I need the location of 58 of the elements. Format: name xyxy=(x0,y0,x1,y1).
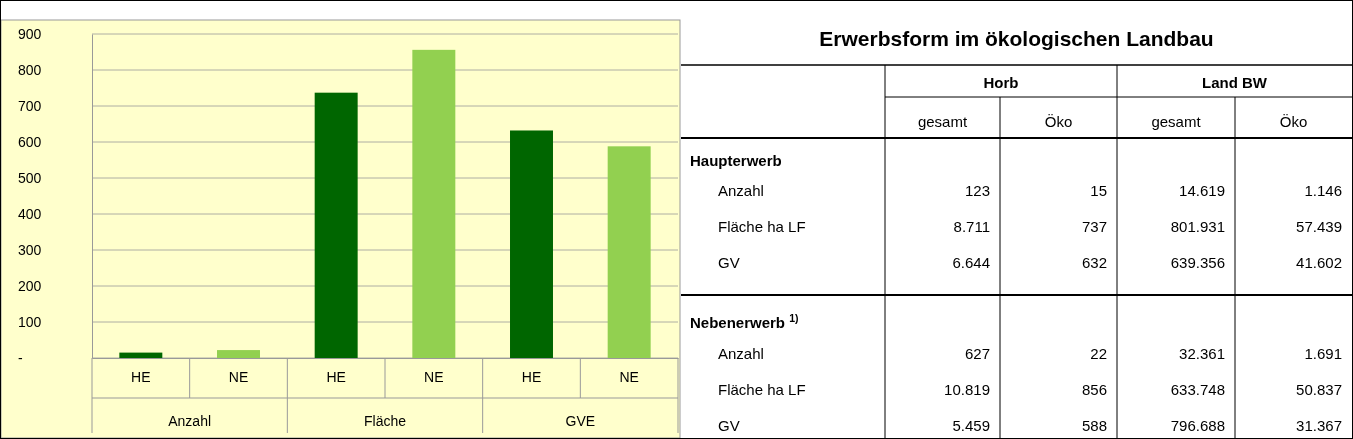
text: 856 xyxy=(1081,381,1107,398)
y-tick-label: 600 xyxy=(18,133,42,150)
text: 5.459 xyxy=(952,417,990,434)
text: 639.356 xyxy=(1170,254,1225,271)
text: 588 xyxy=(1081,417,1107,434)
y-tick-label: 800 xyxy=(18,61,42,78)
text: Anzahl xyxy=(718,182,764,199)
x-tick-label: NE xyxy=(228,368,249,385)
text: 50.837 xyxy=(1296,381,1342,398)
text: 8.711 xyxy=(953,218,990,235)
y-tick-label: 700 xyxy=(18,97,42,114)
text: Nebenerwerb $^{1)}$ xyxy=(690,312,799,331)
text: 801.931 xyxy=(1170,218,1225,235)
text: Haupterwerb xyxy=(690,152,782,169)
text: Fläche ha LF xyxy=(718,218,806,235)
text: 796.688 xyxy=(1170,417,1225,434)
text: 22 xyxy=(1090,345,1107,362)
y-tick-label: 200 xyxy=(18,277,42,294)
text: 6.644 xyxy=(952,254,990,271)
text: Horb xyxy=(983,74,1019,91)
text: GVE xyxy=(565,413,596,429)
text: Fläche ha LF xyxy=(718,381,806,398)
text: 31.367 xyxy=(1296,417,1342,434)
text: 1.691 xyxy=(1304,345,1342,362)
text: 627 xyxy=(964,345,990,362)
text: Erwerbsform im ökologischen Landbau xyxy=(819,27,1214,50)
y-tick-label: 900 xyxy=(18,25,42,42)
text: Fläche xyxy=(363,413,407,429)
x-tick-label: NE xyxy=(619,368,639,385)
y-tick-label: 100 xyxy=(18,313,42,330)
text: 10.819 xyxy=(944,381,990,398)
text: gesamt xyxy=(917,113,968,130)
text: GV xyxy=(718,254,740,271)
x-tick-label: HE xyxy=(326,368,346,385)
text: Öko xyxy=(1279,113,1308,130)
text: 123 xyxy=(964,182,990,199)
x-tick-label: HE xyxy=(521,368,542,385)
text: 41.602 xyxy=(1296,254,1342,271)
text: GV xyxy=(718,417,740,434)
y-tick-label: 400 xyxy=(18,205,42,222)
x-tick-label: NE xyxy=(424,368,444,385)
y-tick-label: 500 xyxy=(18,169,42,186)
text: 632 xyxy=(1081,254,1107,271)
y-tick-label: - xyxy=(18,349,23,366)
text: Öko xyxy=(1044,113,1073,130)
text: Land BW xyxy=(1202,74,1268,91)
text: Anzahl xyxy=(718,345,764,362)
x-tick-label: HE xyxy=(131,368,151,385)
y-tick-label: 300 xyxy=(18,241,42,258)
text: gesamt xyxy=(1151,113,1202,130)
text: 15 xyxy=(1090,182,1107,199)
text: 32.361 xyxy=(1179,345,1225,362)
text: 633.748 xyxy=(1170,381,1225,398)
text: Anzahl xyxy=(168,413,212,429)
text: 737 xyxy=(1081,218,1107,235)
text: 14.619 xyxy=(1179,182,1225,199)
text: 57.439 xyxy=(1296,218,1342,235)
text: 1.146 xyxy=(1304,182,1342,199)
